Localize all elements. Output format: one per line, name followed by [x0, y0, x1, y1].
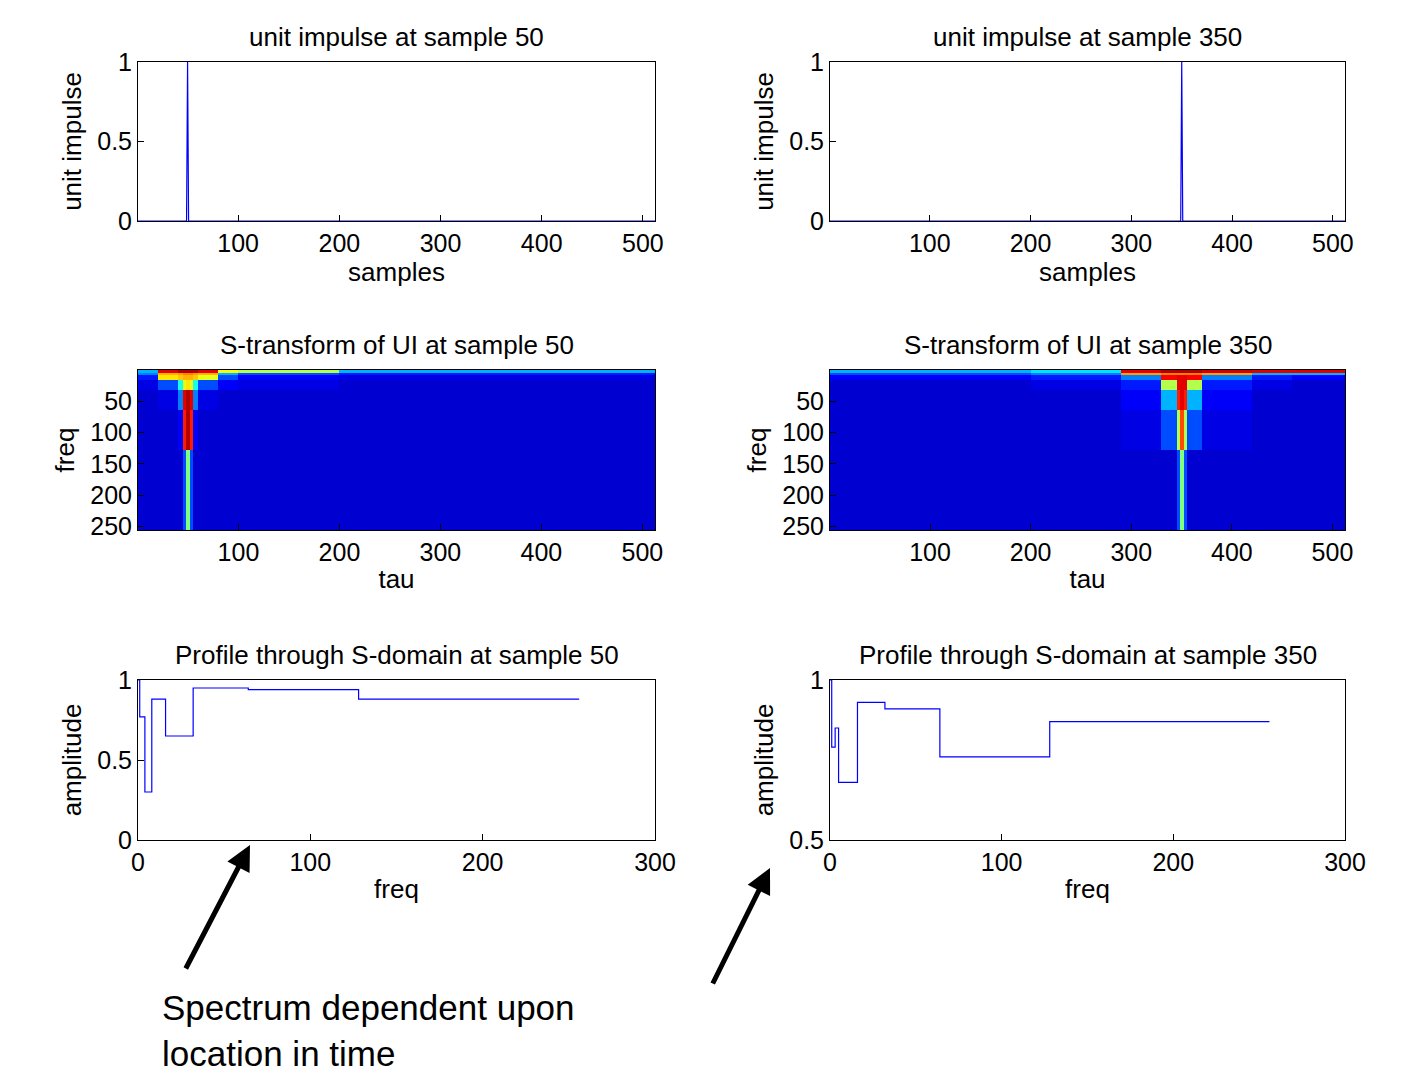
svg-text:300: 300 — [1324, 848, 1366, 876]
svg-text:200: 200 — [1010, 229, 1052, 257]
svg-text:100: 100 — [90, 418, 132, 446]
svg-text:Profile through S-domain at sa: Profile through S-domain at sample 50 — [175, 640, 619, 670]
svg-text:freq: freq — [742, 428, 772, 473]
svg-text:200: 200 — [1152, 848, 1194, 876]
svg-text:unit impulse: unit impulse — [57, 72, 87, 211]
svg-text:amplitude: amplitude — [57, 704, 87, 817]
svg-text:freq: freq — [1065, 874, 1110, 904]
svg-text:300: 300 — [420, 229, 462, 257]
svg-text:300: 300 — [634, 848, 676, 876]
svg-text:samples: samples — [348, 257, 445, 287]
svg-text:freq: freq — [50, 428, 80, 473]
svg-text:unit impulse: unit impulse — [749, 72, 779, 211]
svg-text:400: 400 — [1211, 229, 1253, 257]
svg-text:200: 200 — [782, 481, 824, 509]
svg-text:tau: tau — [378, 564, 414, 594]
svg-text:0: 0 — [810, 207, 824, 235]
svg-text:1: 1 — [810, 48, 824, 76]
svg-text:samples: samples — [1039, 257, 1136, 287]
svg-text:100: 100 — [909, 538, 951, 566]
svg-text:150: 150 — [90, 450, 132, 478]
svg-text:unit impulse at sample 50: unit impulse at sample 50 — [249, 22, 544, 52]
svg-text:0: 0 — [118, 207, 132, 235]
svg-text:0: 0 — [131, 848, 145, 876]
svg-text:500: 500 — [622, 229, 664, 257]
svg-text:1: 1 — [118, 666, 132, 694]
svg-text:150: 150 — [782, 450, 824, 478]
svg-text:0.5: 0.5 — [97, 127, 132, 155]
svg-text:300: 300 — [1110, 538, 1152, 566]
svg-text:0.5: 0.5 — [789, 826, 824, 854]
svg-text:300: 300 — [420, 538, 462, 566]
svg-text:400: 400 — [521, 229, 563, 257]
svg-text:unit impulse at sample 350: unit impulse at sample 350 — [933, 22, 1242, 52]
svg-text:500: 500 — [1312, 538, 1354, 566]
svg-text:250: 250 — [782, 512, 824, 540]
svg-text:400: 400 — [1211, 538, 1253, 566]
svg-text:50: 50 — [796, 387, 824, 415]
svg-text:500: 500 — [1312, 229, 1354, 257]
svg-text:S-transform of UI at sample 35: S-transform of UI at sample 350 — [904, 330, 1272, 360]
svg-text:200: 200 — [318, 229, 360, 257]
svg-text:250: 250 — [90, 512, 132, 540]
svg-text:Profile through S-domain at sa: Profile through S-domain at sample 350 — [859, 640, 1317, 670]
svg-text:S-transform of UI at sample 50: S-transform of UI at sample 50 — [220, 330, 574, 360]
svg-text:100: 100 — [782, 418, 824, 446]
svg-text:100: 100 — [218, 538, 260, 566]
svg-text:100: 100 — [981, 848, 1023, 876]
svg-text:100: 100 — [217, 229, 259, 257]
svg-text:300: 300 — [1110, 229, 1152, 257]
svg-text:100: 100 — [909, 229, 951, 257]
svg-text:200: 200 — [90, 481, 132, 509]
svg-text:Spectrum dependent uponlocatio: Spectrum dependent uponlocation in time — [162, 988, 575, 1073]
svg-text:amplitude: amplitude — [749, 704, 779, 817]
svg-text:400: 400 — [521, 538, 563, 566]
svg-text:0.5: 0.5 — [789, 127, 824, 155]
svg-text:tau: tau — [1069, 564, 1105, 594]
svg-text:0: 0 — [823, 848, 837, 876]
svg-text:0: 0 — [118, 826, 132, 854]
svg-text:200: 200 — [319, 538, 361, 566]
svg-text:0.5: 0.5 — [97, 746, 132, 774]
svg-text:200: 200 — [462, 848, 504, 876]
svg-text:200: 200 — [1010, 538, 1052, 566]
svg-text:1: 1 — [118, 48, 132, 76]
svg-text:1: 1 — [810, 666, 824, 694]
svg-text:500: 500 — [622, 538, 664, 566]
svg-text:freq: freq — [374, 874, 419, 904]
svg-text:100: 100 — [289, 848, 331, 876]
svg-text:50: 50 — [104, 387, 132, 415]
